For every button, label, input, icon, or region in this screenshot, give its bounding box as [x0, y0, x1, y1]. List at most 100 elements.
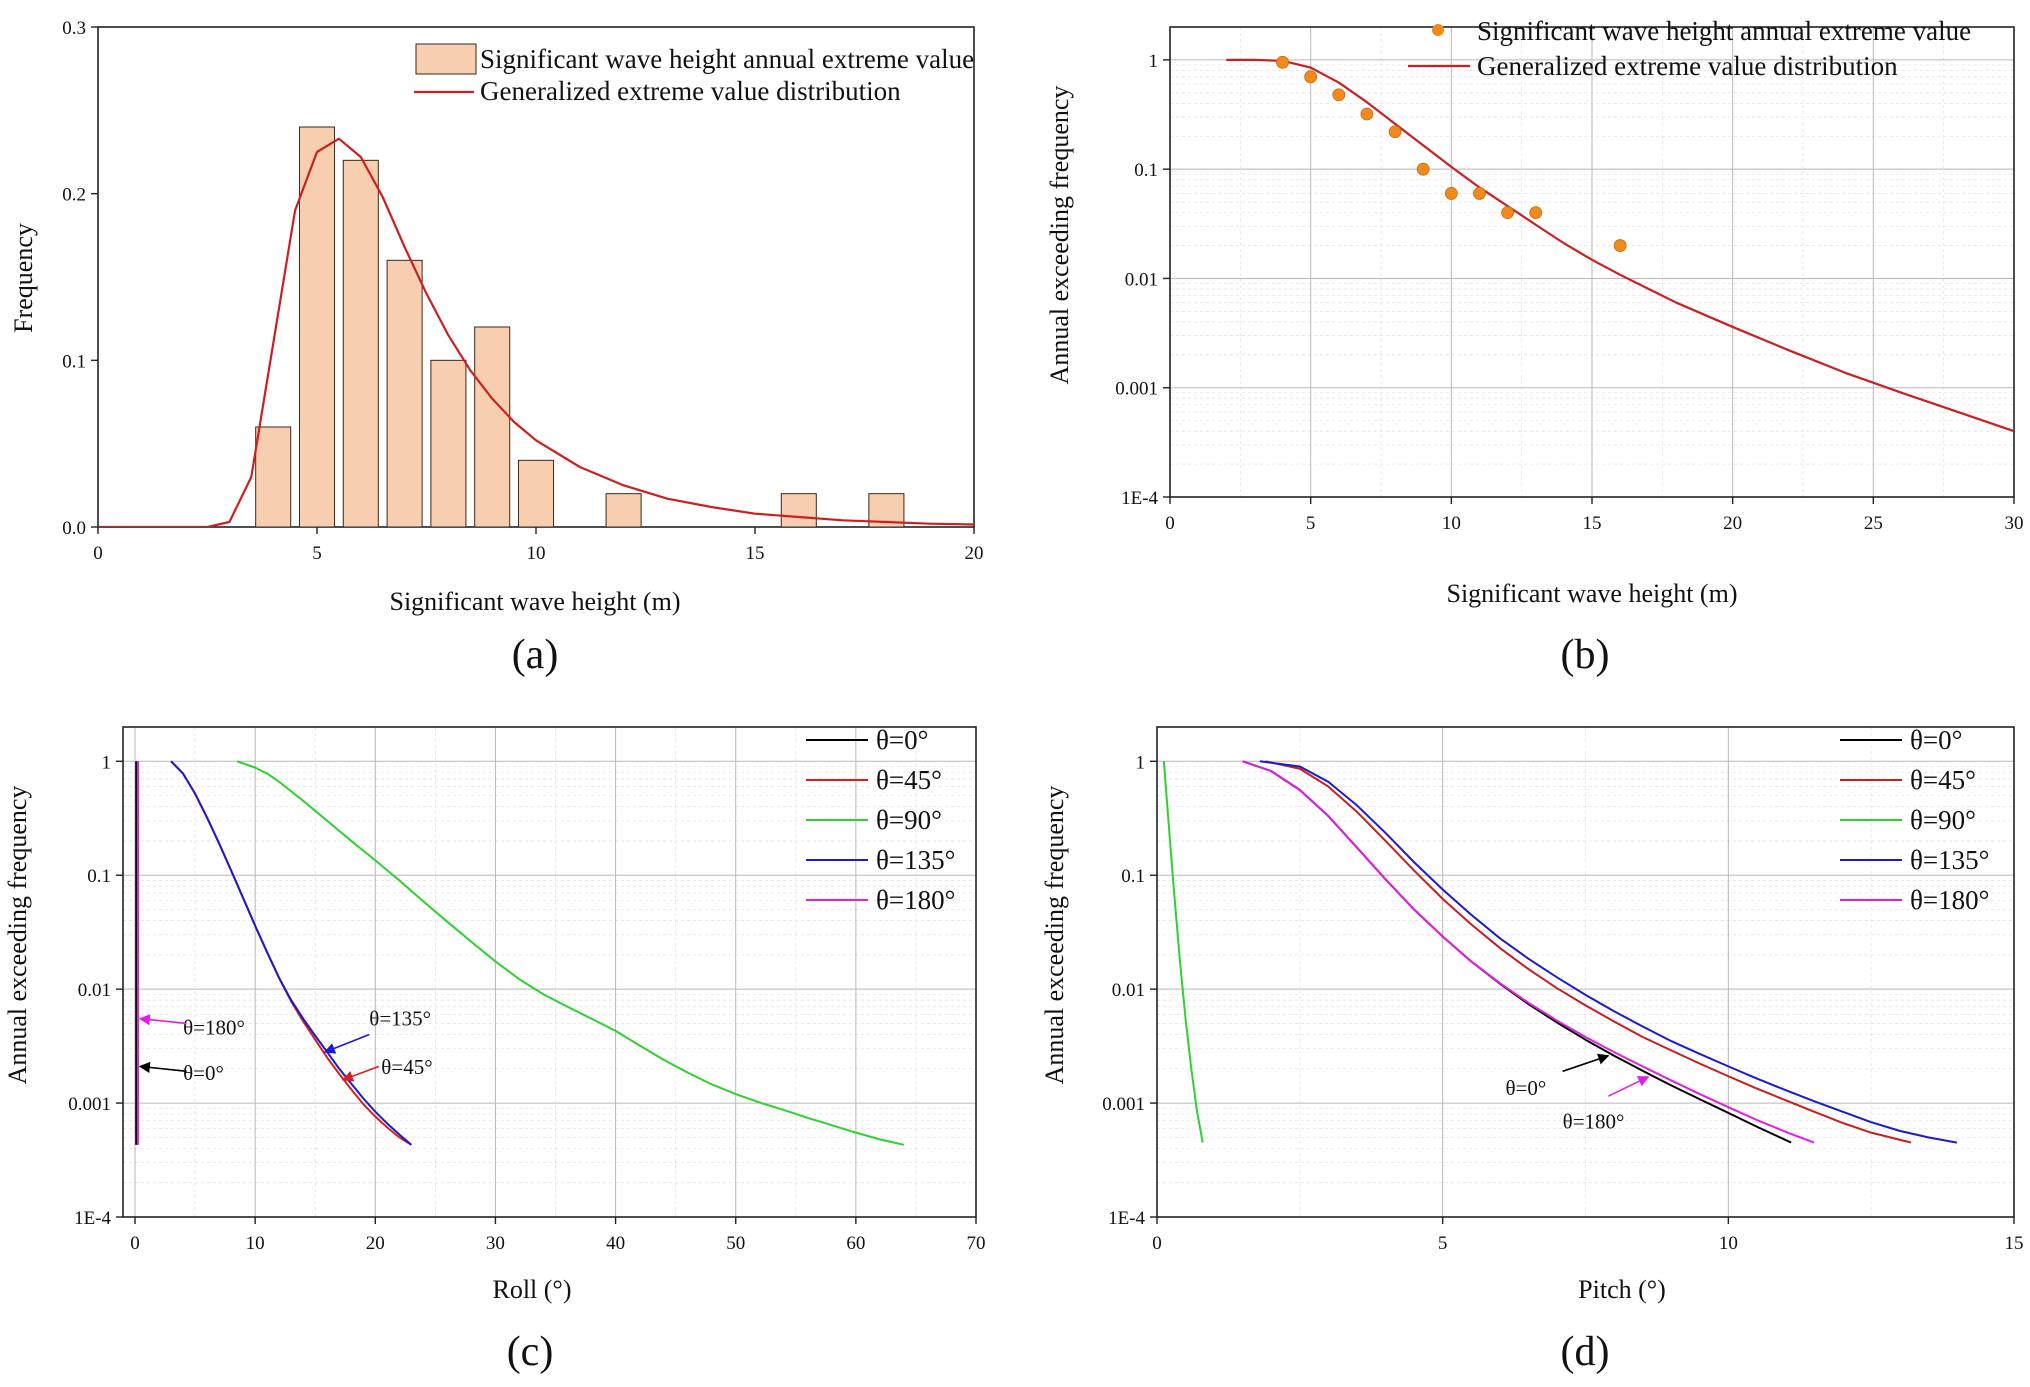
panel-b-xtick-label: 15: [1583, 513, 1602, 534]
panel-d-ytick-label: 1: [1136, 752, 1146, 773]
panel-d-ytick-label: 0.1: [1121, 866, 1145, 887]
panel-b-grid: [1169, 26, 2015, 498]
panel-c-ytick-label: 0.001: [68, 1094, 111, 1115]
panel-c-xtick-label: 40: [606, 1233, 625, 1254]
panel-b-xtick-label: 10: [1442, 513, 1461, 534]
panel-d-series-4: [1242, 760, 1815, 1144]
panel-c-xtick-label: 60: [846, 1233, 865, 1254]
panel-a-ylabel: Frequency: [9, 223, 38, 333]
panel-b-ytick-label: 0.01: [1125, 269, 1158, 290]
panel-d-xtick-label: 0: [1152, 1233, 1162, 1254]
panel-a-bar: [430, 359, 467, 527]
panel-c-xtick-label: 30: [486, 1233, 505, 1254]
panel-b-ytick-label: 1E-4: [1121, 488, 1158, 509]
panel-a-xtick-label: 0: [93, 543, 103, 564]
panel-b-xlabel: Significant wave height (m): [1447, 579, 1738, 608]
panel-b-data-point: [1360, 107, 1374, 121]
panel-a-xtick-label: 15: [746, 543, 765, 564]
panel-a-ytick-label: 0.0: [62, 518, 86, 539]
panel-b-ytick-label: 0.1: [1134, 160, 1158, 181]
panel-b-data-point: [1304, 70, 1318, 84]
panel-a-xtick-label: 20: [965, 543, 984, 564]
panel-d-xtick-label: 5: [1438, 1233, 1448, 1254]
panel-c-ytick-label: 0.1: [87, 866, 111, 887]
panel-a: 0 5 10 15 20 0.0 0.1 0.2 0.3 Significant wave he…: [9, 18, 984, 678]
panel-b-ytick-label: 0.001: [1115, 379, 1158, 400]
panel-a-xtick-label: 10: [527, 543, 546, 564]
panel-b-data-point: [1473, 187, 1486, 200]
panel-b-data-point: [1501, 206, 1514, 220]
panel-d-ytick-label: 0.001: [1102, 1094, 1145, 1115]
panel-c-xtick-label: 10: [246, 1233, 265, 1254]
panel-d-legend-3: θ=135°: [1910, 845, 1989, 875]
panel-c-annotation-arrow-2: [323, 1033, 370, 1054]
panel-c-plot-area: 0 10 20 30 40 50 60 701E-40.0010.010.11θ=180°θ=…: [68, 726, 986, 1254]
panel-d-legend-4: θ=180°: [1910, 885, 1989, 915]
panel-a-legend-curve: Generalized extreme value distribution: [480, 76, 901, 106]
panel-d-legend-1: θ=45°: [1910, 765, 1976, 795]
panel-c-legend-0: θ=0°: [876, 725, 928, 755]
panel-c-legend-3: θ=135°: [876, 845, 955, 875]
panel-c-annotation-1: θ=0°: [183, 1061, 224, 1085]
panel-d-series-2: [1162, 761, 1204, 1143]
panel-b-ticks: 0 5 10 15 20 25 30 1E-4 0.001 0.01 0.1 1: [1115, 51, 2023, 534]
panel-a-plot-area: 0 5 10 15 20 0.0 0.1 0.2 0.3: [62, 18, 983, 564]
panel-d-xtick-label: 10: [1719, 1233, 1738, 1254]
panel-c-frame: [122, 726, 977, 1218]
panel-a-xtick-label: 5: [312, 543, 322, 564]
panel-c-legend-1: θ=45°: [876, 765, 942, 795]
panel-a-xlabel: Significant wave height (m): [390, 587, 681, 616]
panel-b-data-point: [1276, 55, 1289, 69]
panel-b-legend: Significant wave height annual extreme v…: [1408, 16, 1971, 81]
panel-b-data-point: [1613, 239, 1627, 252]
panel-c-ylabel: Annual exceeding frequency: [3, 786, 32, 1085]
panel-c-annotation-arrow-0: [138, 1014, 187, 1026]
panel-b-xtick-label: 5: [1306, 513, 1316, 534]
panel-a-ytick-label: 0.2: [62, 185, 86, 206]
panel-b-ylabel: Annual exceeding frequency: [1045, 86, 1074, 385]
panel-b-plot-area: 0 5 10 15 20 25 30 1E-4 0.001 0.01 0.1 1: [1115, 26, 2024, 534]
panel-b-legend-points: Significant wave height annual extreme v…: [1477, 16, 1971, 46]
panel-c-legend-2: θ=90°: [876, 805, 942, 835]
panel-d-series-3: [1259, 760, 1958, 1144]
panel-c-grid: [123, 726, 977, 1218]
panel-d-xtick-label: 15: [2005, 1233, 2024, 1254]
panel-c-annotation-2: θ=135°: [369, 1006, 431, 1030]
panel-a-bar: [517, 459, 555, 527]
panel-d-marks: [1162, 760, 1958, 1144]
panel-c-series-3: [170, 760, 412, 1146]
panel-a-bar: [780, 493, 817, 527]
panel-b-data-point: [1416, 162, 1430, 176]
panel-c-ytick-label: 1E-4: [74, 1208, 111, 1229]
panel-d-xlabel: Pitch (°): [1578, 1275, 1666, 1304]
panel-b-xtick-label: 20: [1723, 513, 1742, 534]
panel-c-xlabel: Roll (°): [492, 1275, 571, 1304]
panel-b-xtick-label: 0: [1165, 513, 1175, 534]
panel-b-data-point: [1529, 206, 1543, 220]
panel-a-bar: [255, 426, 292, 527]
panel-d-legend: θ=0° θ=45° θ=90° θ=135° θ=180°: [1840, 725, 1989, 915]
panel-d: 0 5 10 15 1E-4 0.001 0.01 0.1 1 θ=0° θ=180° Pitch …: [1040, 725, 2024, 1375]
panel-a-marks: [98, 126, 974, 527]
panel-d-label: (d): [1561, 1329, 1610, 1375]
panel-c-annotation-3: θ=45°: [381, 1055, 432, 1079]
panel-a-ytick-label: 0.3: [62, 18, 86, 39]
panel-b-xtick-label: 30: [2005, 513, 2024, 534]
panel-b-legend-point-swatch: [1432, 24, 1444, 36]
panel-a-bar: [342, 159, 379, 527]
panel-c-annotation-arrow-1: [138, 1061, 187, 1073]
panel-c-xtick-label: 0: [130, 1233, 140, 1254]
panel-d-frame: [1156, 726, 2015, 1218]
panel-c-marks: [135, 760, 905, 1146]
panel-c-legend: θ=0° θ=45° θ=90° θ=135° θ=180°: [806, 725, 955, 915]
panel-c-xtick-label: 20: [366, 1233, 385, 1254]
panel-b-legend-curve: Generalized extreme value distribution: [1477, 51, 1898, 81]
panel-b-ytick-label: 1: [1149, 51, 1159, 72]
panel-a-ytick-label: 0.1: [62, 351, 86, 372]
panel-a-legend: Significant wave height annual extreme v…: [414, 43, 974, 106]
panel-a-ticks: 0 5 10 15 20 0.0 0.1 0.2 0.3: [62, 18, 983, 564]
panel-c-legend-4: θ=180°: [876, 885, 955, 915]
panel-a-bar: [386, 259, 423, 527]
panel-b-data-point: [1332, 88, 1346, 102]
